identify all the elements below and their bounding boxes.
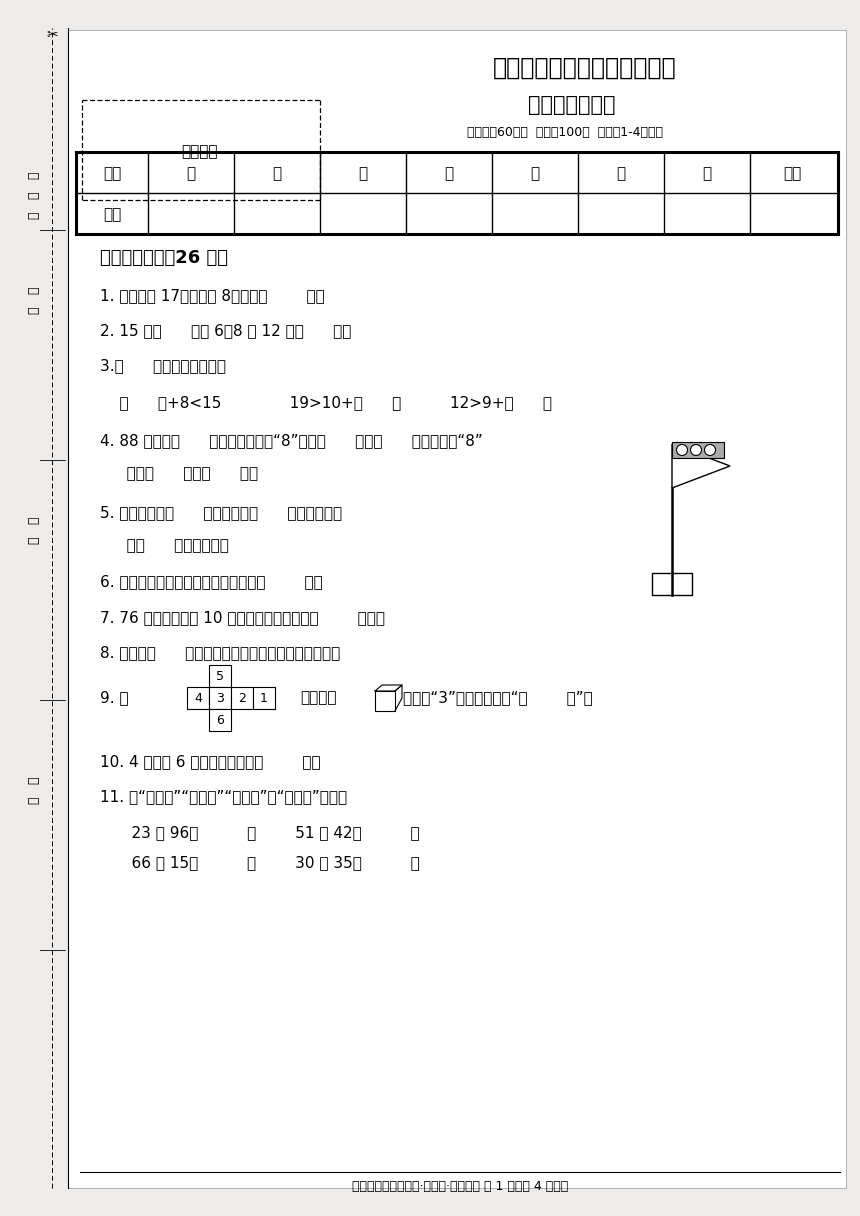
Text: 题号: 题号 xyxy=(103,167,121,181)
Text: 三: 三 xyxy=(359,167,367,181)
Text: 5: 5 xyxy=(216,670,224,682)
Text: 4: 4 xyxy=(194,692,202,704)
Text: 3.（      ）里最大能填几？: 3.（ ）里最大能填几？ xyxy=(100,359,226,373)
Text: 校: 校 xyxy=(28,796,40,804)
Text: 1: 1 xyxy=(260,692,268,704)
Circle shape xyxy=(677,445,687,456)
Text: （时间：60分钟  满分：100分  范围：1-4单元）: （时间：60分钟 满分：100分 范围：1-4单元） xyxy=(467,126,663,140)
Bar xyxy=(375,691,395,711)
Text: ，数字“3”的对面是数字“（        ）”。: ，数字“3”的对面是数字“（ ）”。 xyxy=(403,691,593,705)
Text: 1. 被减数是 17，减数是 8，差是（        ）。: 1. 被减数是 17，减数是 8，差是（ ）。 xyxy=(100,288,325,304)
Text: 一、我会填。（26 分）: 一、我会填。（26 分） xyxy=(100,249,228,268)
Text: 一: 一 xyxy=(187,167,195,181)
Text: 做成一个: 做成一个 xyxy=(300,691,336,705)
Text: 表示（      ）个（      ）。: 表示（ ）个（ ）。 xyxy=(112,467,258,482)
Text: 23 比 96（          ）        51 比 42（          ）: 23 比 96（ ） 51 比 42（ ） xyxy=(112,826,420,840)
Text: 五: 五 xyxy=(531,167,539,181)
Text: 七: 七 xyxy=(703,167,711,181)
Text: 学: 学 xyxy=(28,776,40,784)
Text: 得分: 得分 xyxy=(103,208,121,223)
Bar xyxy=(187,687,209,709)
Text: 66 比 15（          ）        30 比 35（          ）: 66 比 15（ ） 30 比 35（ ） xyxy=(112,856,420,871)
Circle shape xyxy=(691,445,702,456)
Text: 有（      ）个三角形。: 有（ ）个三角形。 xyxy=(112,539,229,553)
Bar xyxy=(672,441,724,458)
Text: 名: 名 xyxy=(28,306,40,314)
Text: 二: 二 xyxy=(273,167,281,181)
Bar xyxy=(652,573,692,595)
Bar xyxy=(76,152,838,233)
Text: 9. 用: 9. 用 xyxy=(100,691,129,705)
Text: 六: 六 xyxy=(617,167,625,181)
Text: 订: 订 xyxy=(28,191,40,198)
Bar xyxy=(209,687,231,709)
Text: 7. 76 个乒乓球，每 10 个装一盒，可以装满（        ）盒。: 7. 76 个乒乓球，每 10 个装一盒，可以装满（ ）盒。 xyxy=(100,610,385,625)
Text: 8. 至少用（      ）根同样的小棒可以拼成两个正方形。: 8. 至少用（ ）根同样的小棒可以拼成两个正方形。 xyxy=(100,646,341,660)
Text: ✂: ✂ xyxy=(46,28,58,43)
Text: 6: 6 xyxy=(216,714,224,726)
Text: 装: 装 xyxy=(28,171,40,179)
Text: （      ）+8<15              19>10+（      ）          12>9+（      ）: （ ）+8<15 19>10+（ ） 12>9+（ ） xyxy=(100,395,552,411)
Text: 一年级下学期综合训练（二）: 一年级下学期综合训练（二） xyxy=(493,56,677,80)
Text: 6. 最大的一位数与最小的两位数相差（        ）。: 6. 最大的一位数与最小的两位数相差（ ）。 xyxy=(100,574,322,590)
Text: 【一年级下学期数学·人教版·综合训练 第 1 页（共 4 页）】: 【一年级下学期数学·人教版·综合训练 第 1 页（共 4 页）】 xyxy=(352,1181,568,1193)
Text: 3: 3 xyxy=(216,692,224,704)
Circle shape xyxy=(704,445,716,456)
Bar xyxy=(253,687,275,709)
Text: 总分: 总分 xyxy=(783,167,802,181)
Text: 姓: 姓 xyxy=(28,286,40,294)
Text: 2: 2 xyxy=(238,692,246,704)
Bar xyxy=(231,687,253,709)
Text: 四: 四 xyxy=(445,167,453,181)
Bar xyxy=(209,665,231,687)
Text: 线: 线 xyxy=(28,212,40,219)
Text: 4. 88 是一个（      ）位数，右边的“8”表示（      ）个（      ），左边的“8”: 4. 88 是一个（ ）位数，右边的“8”表示（ ）个（ ），左边的“8” xyxy=(100,433,482,449)
Bar xyxy=(209,709,231,731)
Text: 级: 级 xyxy=(28,536,40,544)
Text: 班: 班 xyxy=(28,517,40,524)
Text: 2. 15 比（      ）多 6，8 比 12 少（      ）。: 2. 15 比（ ）多 6，8 比 12 少（ ）。 xyxy=(100,323,352,338)
Text: 粘贴条码: 粘贴条码 xyxy=(181,145,218,159)
Text: 5. 右图中，有（      ）个圆；有（      ）个长方形；: 5. 右图中，有（ ）个圆；有（ ）个长方形； xyxy=(100,506,342,520)
Text: 11. 用“大得多”“小得多”“大一些”或“小一些”填空。: 11. 用“大得多”“小得多”“大一些”或“小一些”填空。 xyxy=(100,789,347,805)
Text: 10. 4 个一和 6 个十合起来就是（        ）。: 10. 4 个一和 6 个十合起来就是（ ）。 xyxy=(100,754,321,770)
Text: 数学（人教版）: 数学（人教版） xyxy=(528,95,616,116)
